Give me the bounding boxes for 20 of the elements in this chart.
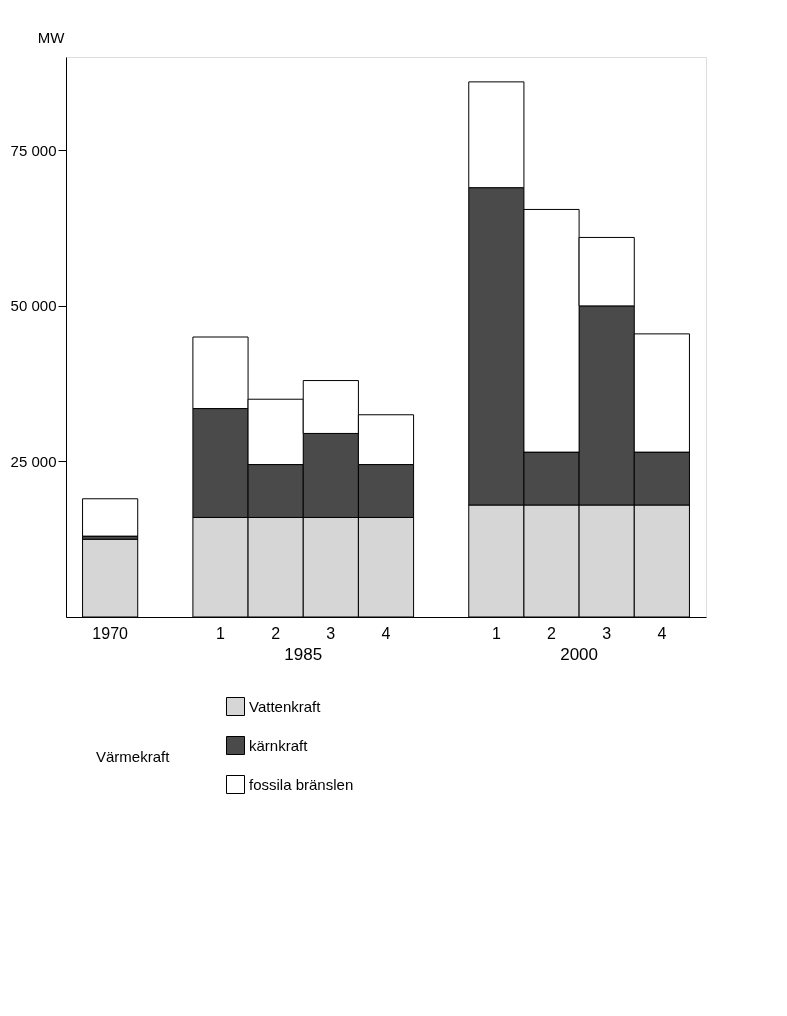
- x-tick-label: 4: [381, 624, 391, 642]
- x-tick-label: 1970: [92, 624, 129, 642]
- bar: [82, 498, 139, 537]
- legend-label: Vattenkraft: [249, 697, 322, 715]
- x-tick-label: 1: [216, 624, 226, 642]
- y-axis-title: MW: [37, 28, 66, 46]
- x-tick-label: 2: [547, 624, 557, 642]
- x-tick-label: 4: [657, 624, 667, 642]
- y-tick-label: 50 000: [10, 297, 57, 315]
- x-tick-label: 3: [602, 624, 612, 642]
- x-tick-label: 3: [326, 624, 336, 642]
- y-tick-label: 25 000: [10, 452, 57, 470]
- text: 2000: [560, 645, 599, 664]
- legend-label: fossila bränslen: [249, 775, 354, 793]
- text: 1985: [284, 645, 323, 664]
- y-tick-label: 75 000: [10, 141, 57, 159]
- legend-label: kärnkraft: [249, 736, 309, 754]
- text: Värmekraft: [96, 748, 171, 765]
- x-tick-label: 1: [491, 624, 501, 642]
- x-tick-label: 2: [271, 624, 281, 642]
